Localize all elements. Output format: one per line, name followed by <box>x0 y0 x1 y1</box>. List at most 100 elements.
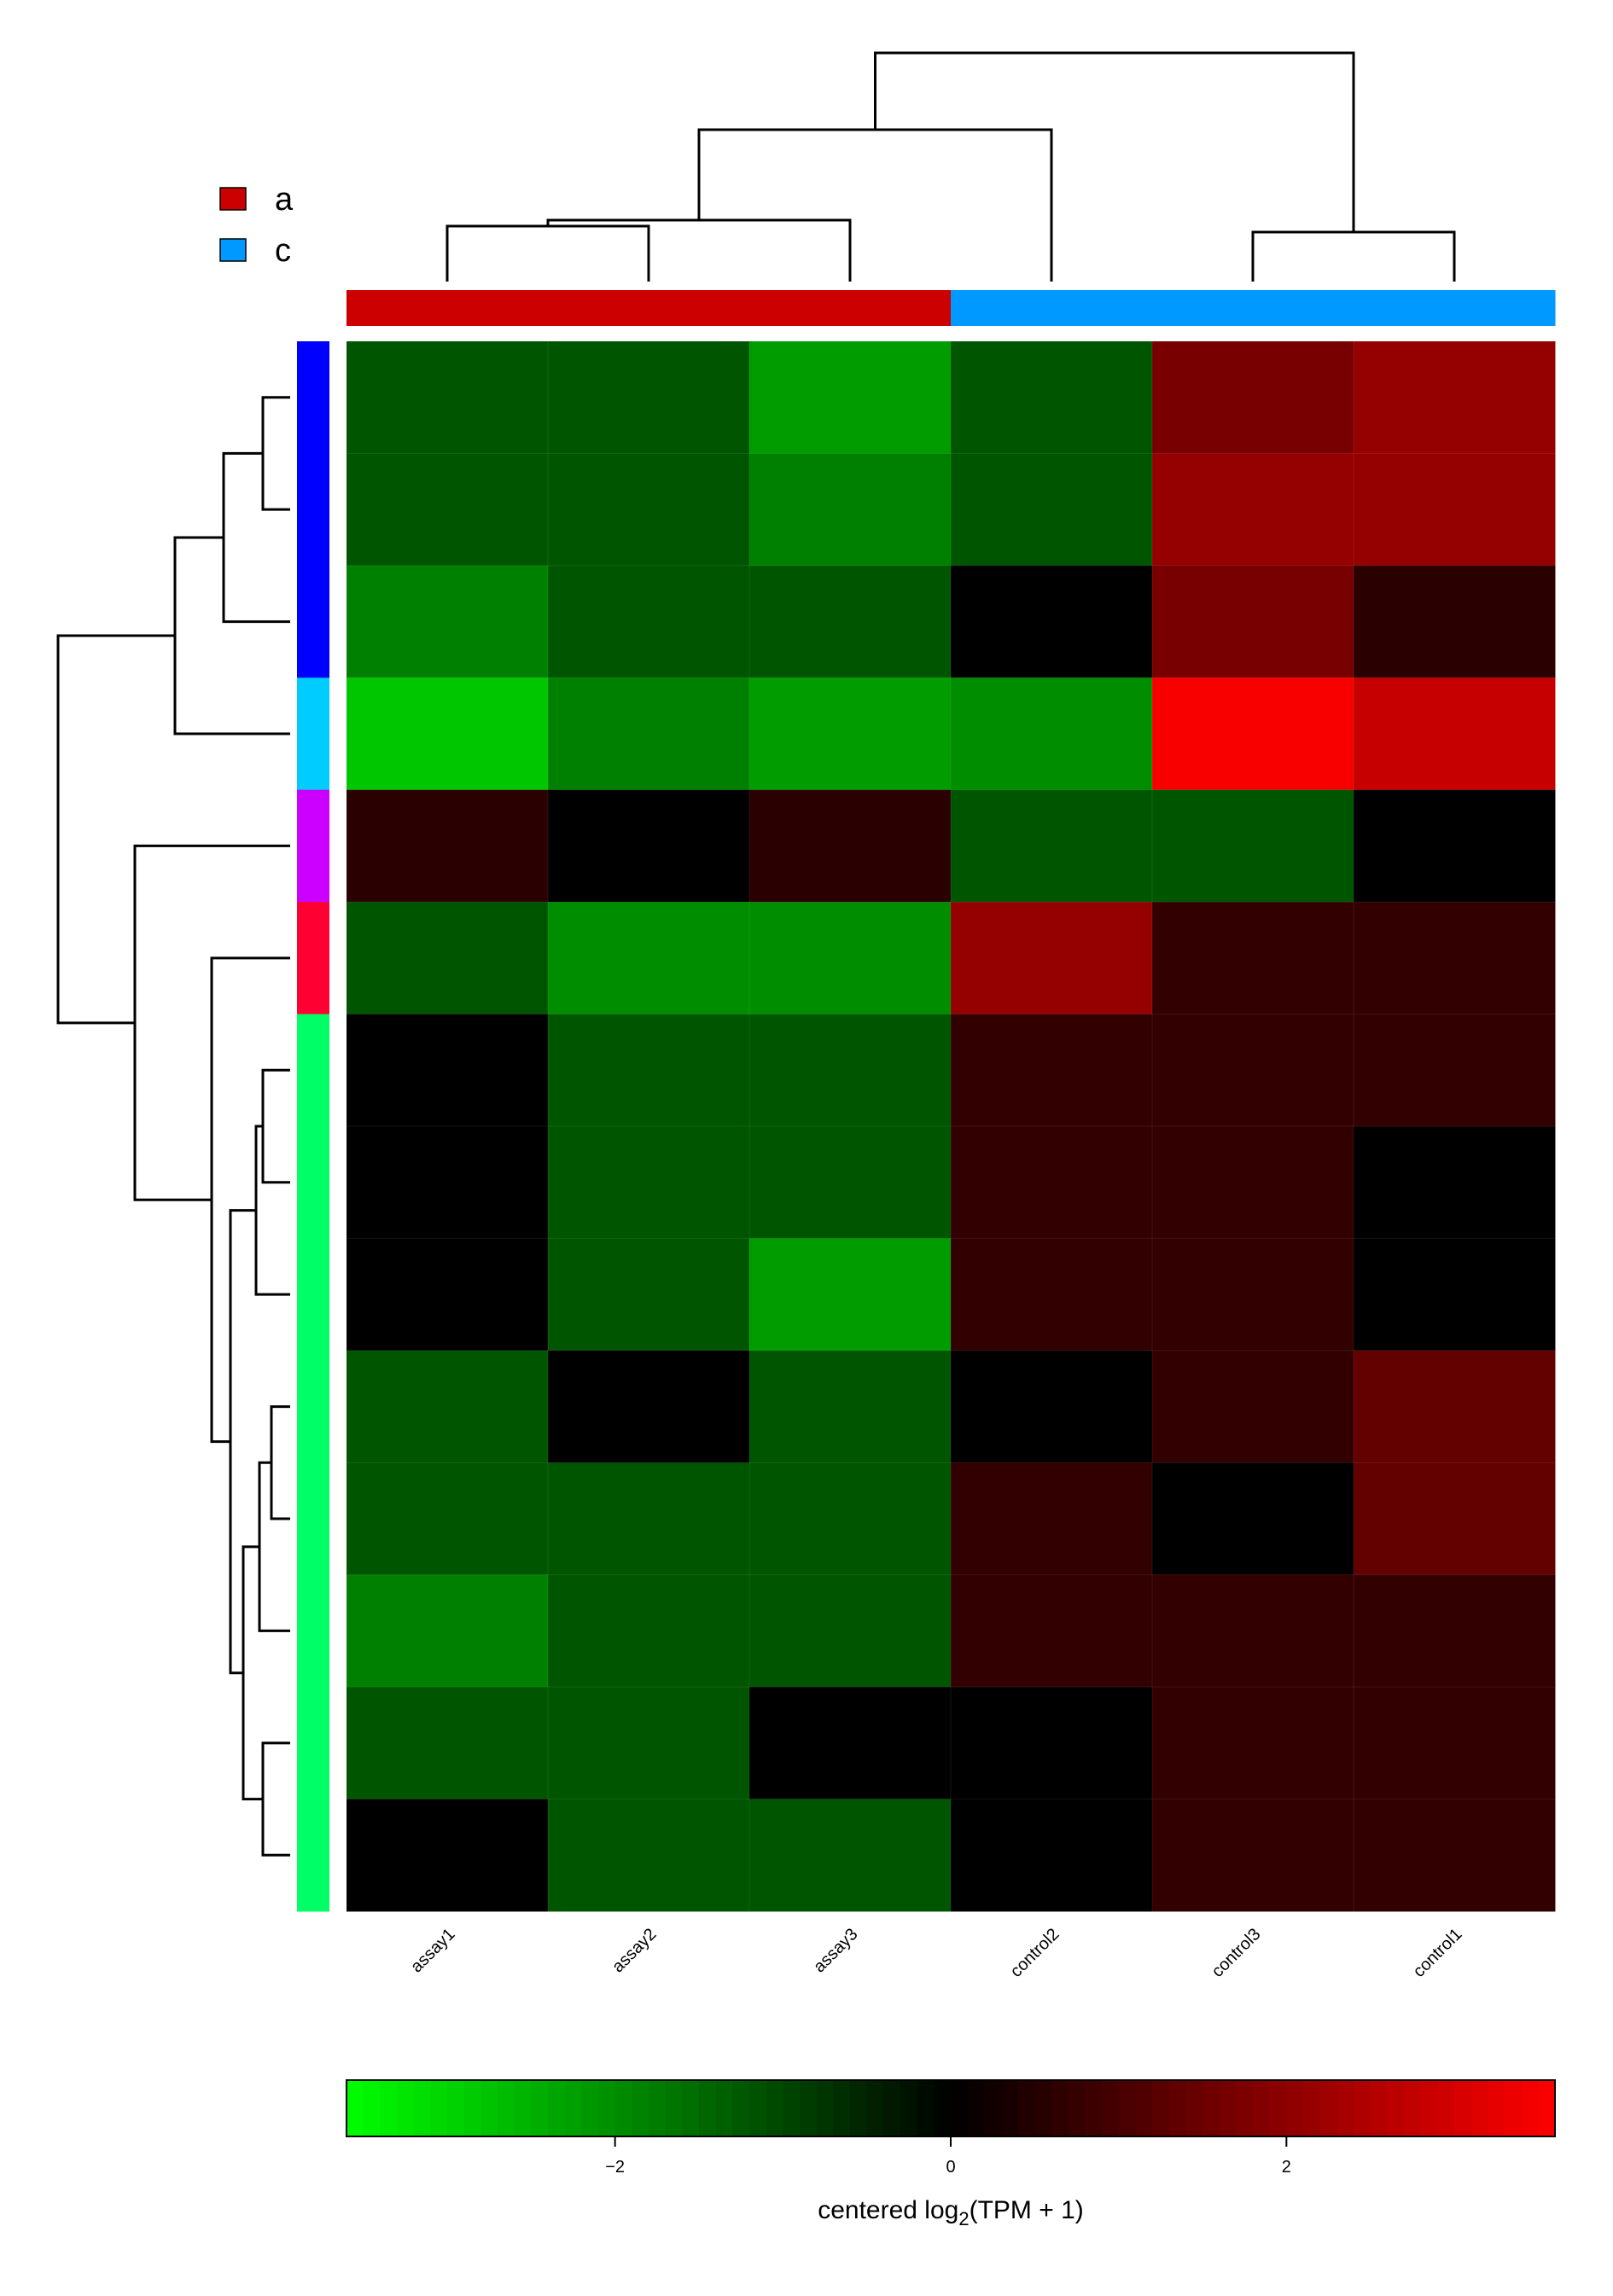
colorbar-segment <box>1102 2080 1120 2136</box>
column-label: assay3 <box>810 1925 861 1976</box>
heatmap-cell <box>950 452 1153 567</box>
dendrogram-branch <box>261 1068 290 1184</box>
heatmap-cell <box>950 1014 1153 1127</box>
column-group-cell <box>951 290 1153 326</box>
heatmap-cell <box>1151 901 1354 1015</box>
colorbar-segment <box>614 2080 632 2136</box>
colorbar-segment <box>1085 2080 1103 2136</box>
colorbar-title: centered log2(TPM + 1) <box>818 2196 1084 2229</box>
column-label: control2 <box>1007 1925 1063 1981</box>
colorbar-segment <box>866 2080 884 2136</box>
heatmap-cell <box>950 1125 1153 1240</box>
dendrogram-branch <box>258 1461 290 1632</box>
colorbar-segment <box>397 2080 415 2136</box>
row-cluster-cell <box>297 1126 329 1239</box>
colorbar-segment <box>951 2080 969 2136</box>
heatmap-cell <box>950 1574 1153 1689</box>
heatmap-cell <box>346 677 549 791</box>
colorbar-tick-label: 0 <box>946 2158 955 2177</box>
heatmap-cell <box>1151 565 1354 679</box>
row-cluster-cell <box>297 1350 329 1463</box>
column-group-cell <box>346 290 549 326</box>
heatmap-cell <box>748 565 952 679</box>
colorbar-segment <box>1253 2080 1271 2136</box>
dendrogram-branch <box>1251 230 1456 282</box>
heatmap-cell <box>950 340 1153 455</box>
heatmap-cell <box>950 1686 1153 1800</box>
heatmap-cell <box>547 1799 750 1913</box>
colorbar-title-suffix: (TPM + 1) <box>970 2196 1084 2224</box>
heatmap-cell <box>1353 452 1556 567</box>
colorbar-segment <box>1051 2080 1069 2136</box>
dendrogram-branch <box>445 224 650 282</box>
heatmap-cell <box>346 1574 549 1689</box>
row-cluster-cell <box>297 1462 329 1576</box>
dendrogram-branch <box>173 536 290 735</box>
row-dendrogram <box>56 396 290 1857</box>
colorbar-tick-label: −2 <box>605 2158 625 2177</box>
colorbar-segment <box>346 2080 364 2136</box>
colorbar-segment <box>1269 2080 1287 2136</box>
heatmap-cell <box>1151 1574 1354 1689</box>
colorbar-segment <box>1370 2080 1388 2136</box>
dendrogram-branch <box>546 218 852 282</box>
heatmap-cell <box>1353 1237 1556 1351</box>
heatmap-cell <box>346 452 549 567</box>
legend-swatch <box>219 187 247 211</box>
heatmap-cell <box>748 1125 952 1240</box>
dendrogram-branch <box>270 1405 290 1520</box>
heatmap-cell <box>748 1014 952 1127</box>
heatmap-cell <box>547 565 750 679</box>
dendrogram-branch <box>261 396 290 511</box>
colorbar-segment <box>447 2080 465 2136</box>
colorbar-segment <box>564 2080 582 2136</box>
dendrogram-branch <box>261 1741 290 1857</box>
heatmap-cell <box>1151 1014 1354 1127</box>
colorbar-segment <box>480 2080 498 2136</box>
heatmap-cell <box>547 1237 750 1351</box>
colorbar-segment <box>816 2080 834 2136</box>
colorbar-segment <box>1505 2080 1523 2136</box>
colorbar-segment <box>1068 2080 1086 2136</box>
heatmap-cell <box>547 1686 750 1800</box>
heatmap-cell <box>950 565 1153 679</box>
colorbar-segment <box>581 2080 599 2136</box>
colorbar-segment <box>363 2080 381 2136</box>
heatmap-cell <box>1151 1799 1354 1913</box>
heatmap-cell <box>1353 1686 1556 1800</box>
heatmap-cell <box>748 340 952 455</box>
heatmap-cell <box>547 1574 750 1689</box>
column-group-cell <box>1152 290 1354 326</box>
heatmap-cell <box>1151 1686 1354 1800</box>
dendrogram-branch <box>56 634 175 1025</box>
colorbar-segment <box>665 2080 683 2136</box>
colorbar-segment <box>1034 2080 1052 2136</box>
colorbar-segment <box>380 2080 398 2136</box>
heatmap-cell <box>748 1574 952 1689</box>
colorbar-segment <box>800 2080 818 2136</box>
heatmap-cell <box>1353 1350 1556 1464</box>
row-cluster-cell <box>297 902 329 1015</box>
colorbar-segment <box>1236 2080 1254 2136</box>
colorbar-segment <box>715 2080 733 2136</box>
heatmap-cell <box>1353 1574 1556 1689</box>
colorbar-segment <box>1488 2080 1505 2136</box>
heatmap-cell <box>547 1462 750 1576</box>
colorbar-segment <box>1202 2080 1220 2136</box>
colorbar-segment <box>463 2080 481 2136</box>
heatmap-cell <box>1353 677 1556 791</box>
colorbar-segment <box>430 2080 448 2136</box>
heatmap-cell <box>950 1237 1153 1351</box>
heatmap-cell <box>1353 1462 1556 1576</box>
colorbar-segment <box>984 2080 1002 2136</box>
colorbar-segment <box>1521 2080 1539 2136</box>
colorbar-segment <box>548 2080 566 2136</box>
heatmap-cell <box>1151 1125 1354 1240</box>
colorbar-segment <box>766 2080 783 2136</box>
colorbar-segment <box>1336 2080 1354 2136</box>
colorbar-segment <box>749 2080 767 2136</box>
heatmap-cell <box>748 1237 952 1351</box>
dendrogram-branch <box>697 128 1053 282</box>
heatmap-cell <box>547 1125 750 1240</box>
